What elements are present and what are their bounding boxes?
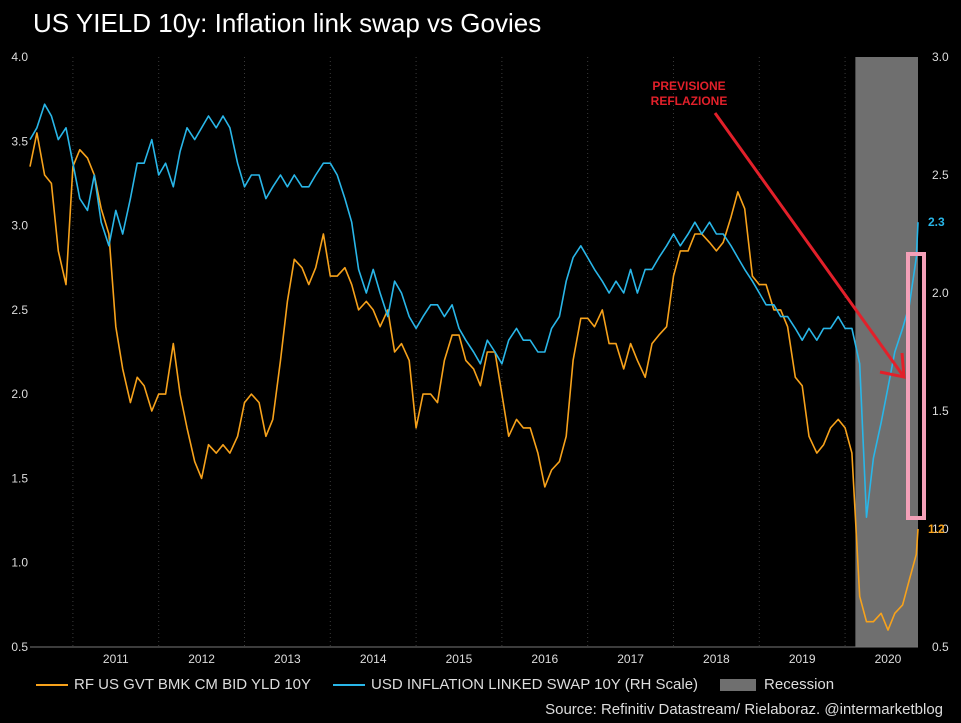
swap-series-last-label: 2.3 xyxy=(928,215,945,229)
x-tick-label: 2013 xyxy=(274,652,301,666)
swap-series-line xyxy=(29,103,919,518)
x-tick-label: 2015 xyxy=(446,652,473,666)
right-tick-label: 2.5 xyxy=(932,168,949,182)
chart-title: US YIELD 10y: Inflation link swap vs Gov… xyxy=(33,8,542,38)
right-tick-label: 3.0 xyxy=(932,50,949,64)
left-tick-label: 1.0 xyxy=(11,556,28,570)
right-tick-label: 1.0 xyxy=(932,522,949,536)
legend-swatch-swap xyxy=(333,683,366,686)
legend-label-recession: Recession xyxy=(764,676,835,693)
left-tick-label: 0.5 xyxy=(11,640,28,654)
right-tick-label: 1.5 xyxy=(932,404,949,418)
legend: RF US GVT BMK CM BID YLD 10Y USD INFLATI… xyxy=(36,676,856,693)
series-layer xyxy=(29,103,919,631)
annotation-line2: REFLAZIONE xyxy=(651,94,728,108)
left-tick-label: 3.5 xyxy=(11,134,28,148)
x-tick-label: 2020 xyxy=(875,652,902,666)
right-tick-label: 0.5 xyxy=(932,640,949,654)
right-tick-label: 2.0 xyxy=(932,286,949,300)
right-axis: 0.5 1.0 1.5 2.0 2.5 3.0 xyxy=(932,50,949,654)
annotation-layer: PREVISIONE REFLAZIONE xyxy=(651,79,926,520)
left-tick-label: 2.0 xyxy=(11,387,28,401)
x-tick-label: 2014 xyxy=(360,652,387,666)
yield-series-line xyxy=(29,132,919,631)
x-tick-label: 2016 xyxy=(531,652,558,666)
left-tick-label: 3.0 xyxy=(11,219,28,233)
grid-layer xyxy=(72,57,846,647)
x-tick-label: 2012 xyxy=(188,652,215,666)
legend-swatch-yield xyxy=(36,683,68,686)
left-tick-label: 2.5 xyxy=(11,303,28,317)
x-tick-label: 2018 xyxy=(703,652,730,666)
annotation-arrowhead xyxy=(879,352,906,379)
legend-item-yield: RF US GVT BMK CM BID YLD 10Y xyxy=(36,676,311,693)
annotation-line1: PREVISIONE xyxy=(652,79,725,93)
x-tick-label: 2011 xyxy=(103,652,129,666)
x-tick-label: 2017 xyxy=(617,652,644,666)
last-value-labels: 1.2 2.3 xyxy=(928,215,945,536)
source-note: Source: Refinitiv Datastream/ Rielaboraz… xyxy=(545,701,943,718)
legend-swatch-recession xyxy=(720,678,757,691)
annotation-arrow xyxy=(713,112,906,378)
x-axis: 2011 2012 2013 2014 2015 2016 2017 2018 2019 2020 xyxy=(30,646,918,666)
left-tick-label: 1.5 xyxy=(11,471,28,485)
legend-item-recession: Recession xyxy=(720,676,834,693)
x-tick-label: 2019 xyxy=(789,652,816,666)
legend-label-swap: USD INFLATION LINKED SWAP 10Y (RH Scale) xyxy=(371,676,699,693)
yield-series-last-label: 1.2 xyxy=(928,522,945,536)
legend-item-swap: USD INFLATION LINKED SWAP 10Y (RH Scale) xyxy=(333,676,698,693)
legend-label-yield: RF US GVT BMK CM BID YLD 10Y xyxy=(74,676,312,693)
reflation-target-box xyxy=(906,252,926,520)
left-axis: 0.5 1.0 1.5 2.0 2.5 3.0 3.5 4.0 xyxy=(11,50,28,654)
left-tick-label: 4.0 xyxy=(11,50,28,64)
